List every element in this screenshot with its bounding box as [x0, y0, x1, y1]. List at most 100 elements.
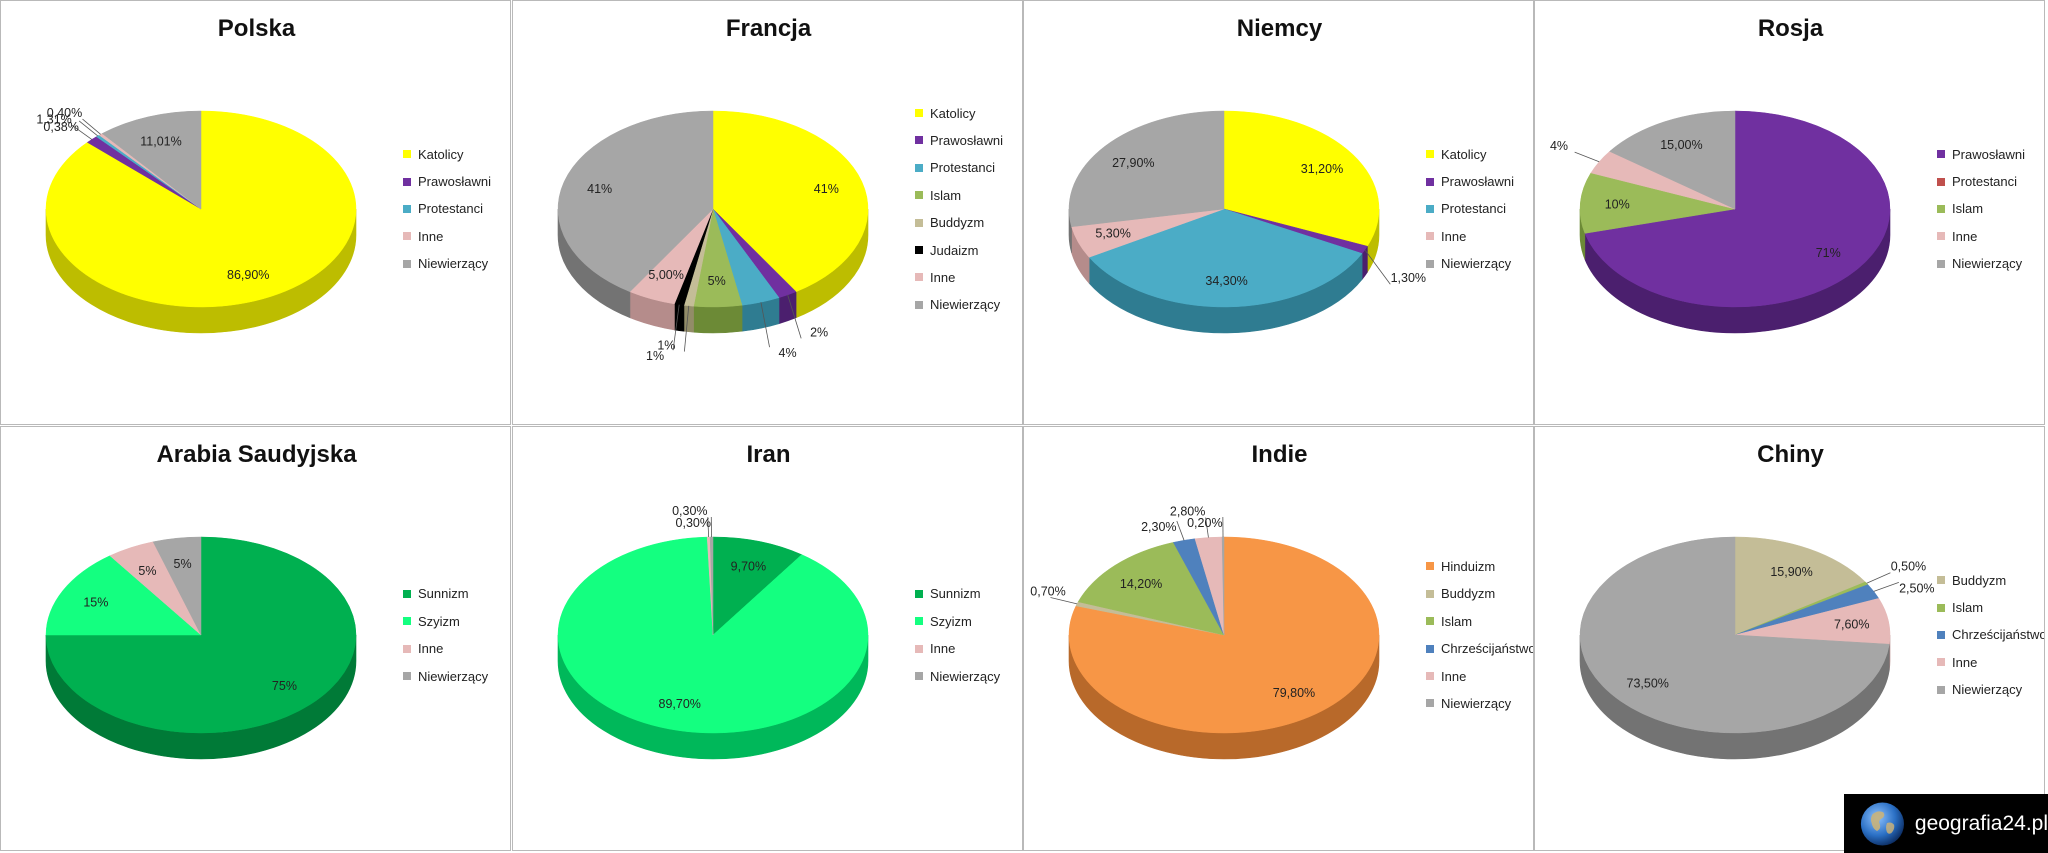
chart-legend: Katolicy Prawosławni Protestanci Inne Niewie…: [1426, 141, 1514, 278]
chart-title: Polska: [217, 15, 296, 42]
legend-item-prawoslawni: Prawosławni: [1937, 141, 2025, 168]
legend-item-katolicy: Katolicy: [1426, 141, 1514, 168]
legend-swatch: [403, 150, 411, 159]
legend-label: Inne: [418, 228, 444, 244]
data-label-inne: 4%: [1550, 139, 1568, 153]
legend-label: Szyizm: [418, 613, 460, 629]
data-label-szyizm: 89,70%: [659, 697, 701, 711]
legend-item-szyizm: Szyizm: [915, 608, 1000, 635]
data-label-prawoslawni: 2%: [810, 325, 828, 339]
legend-item-inne: Inne: [1426, 223, 1514, 250]
legend-label: Islam: [1952, 201, 1984, 217]
chart-legend: Buddyzm Islam Chrześcijaństwo Inne Niewierzą…: [1937, 567, 2045, 704]
legend-label: Islam: [1952, 600, 1984, 616]
legend-label: Chrześcijaństwo: [1441, 641, 1534, 657]
legend-swatch: [1937, 259, 1945, 268]
legend-label: Protestanci: [930, 160, 996, 176]
chart-title: Francja: [725, 15, 812, 42]
pie-slice-islam: [1077, 542, 1225, 636]
data-label-inne: 2,80%: [1170, 505, 1205, 519]
pie-slice-protestanci: [1088, 208, 1363, 308]
pie-slice-buddyzm: [1734, 536, 1866, 636]
legend-swatch: [1937, 603, 1945, 612]
legend-label: Katolicy: [930, 105, 976, 121]
legend-swatch: [915, 246, 923, 255]
legend-item-inne: Inne: [403, 223, 491, 250]
data-label-inne: 5,00%: [648, 268, 683, 282]
legend-item-niewierzacy: Niewierzący: [915, 291, 1003, 318]
brand-text: geografia24.pl: [1914, 811, 2048, 835]
data-label-buddyzm: 0,70%: [1030, 584, 1065, 598]
legend-item-sunnizm: Sunnizm: [915, 580, 1000, 607]
data-label-katolicy: 41%: [814, 182, 839, 196]
legend-label: Katolicy: [418, 146, 464, 162]
legend-label: Prawosławni: [1441, 174, 1514, 190]
chart-legend: Hinduizm Buddyzm Islam Chrześcijaństwo Inne N…: [1426, 553, 1534, 717]
label-leader-line: [707, 517, 710, 538]
legend-item-chrzescijanstwo: Chrześcijaństwo: [1937, 621, 2045, 648]
legend-swatch: [915, 644, 923, 653]
legend-label: Niewierzący: [1952, 682, 2023, 698]
legend-swatch: [403, 204, 411, 213]
pie-slice-niewierzacy: [1579, 536, 1890, 734]
legend-label: Protestanci: [418, 201, 484, 217]
globe-icon: [1860, 801, 1904, 846]
chart-legend: Katolicy Prawosławni Protestanci Inne Niewie…: [403, 141, 491, 278]
label-leader-line: [78, 120, 99, 137]
legend-item-prawoslawni: Prawosławni: [403, 168, 491, 195]
pie-slice-szyizm: [45, 555, 202, 636]
pie-slice-katolicy: [712, 110, 869, 293]
legend-swatch: [1937, 232, 1945, 241]
legend-swatch: [1426, 232, 1434, 241]
label-leader-line: [672, 304, 680, 351]
data-label-protestanci: 34,30%: [1205, 274, 1247, 288]
data-label-niewierzacy: 0,30%: [676, 516, 711, 530]
data-label-niewierzacy: 73,50%: [1627, 676, 1669, 690]
legend-item-sunnizm: Sunnizm: [403, 580, 488, 607]
legend-label: Niewierzący: [418, 668, 489, 684]
legend-swatch: [915, 617, 923, 626]
data-label-katolicy: 31,20%: [1301, 162, 1343, 176]
legend-swatch: [915, 218, 923, 227]
data-label-islam: 14,20%: [1120, 577, 1162, 591]
legend-swatch: [1426, 589, 1434, 598]
legend-label: Niewierzący: [418, 256, 489, 272]
legend-item-inne: Inne: [403, 635, 488, 662]
legend-label: Hinduizm: [1441, 558, 1496, 574]
data-label-inne: 5%: [138, 564, 156, 578]
legend-item-hinduizm: Hinduizm: [1426, 553, 1533, 580]
label-leader-line: [1873, 582, 1899, 592]
legend-swatch: [915, 273, 923, 282]
chart-legend: Prawosławni Protestanci Islam Inne Niewierzą…: [1937, 141, 2025, 278]
legend-label: Inne: [1952, 654, 1978, 670]
data-label-islam: 0,50%: [1891, 560, 1926, 574]
chart-panel-polska: Polska 86,90% 1,31% 0,38% 0,40% 11,01% Katolic…: [0, 0, 511, 425]
chart-legend: Sunnizm Szyizm Inne Niewierzący: [915, 580, 1000, 690]
label-leader-line: [82, 118, 101, 135]
data-label-inne: 0,30%: [672, 504, 707, 518]
label-leader-line: [1866, 572, 1891, 584]
data-label-protestanci: 0,38%: [43, 120, 78, 134]
legend-swatch: [1426, 644, 1434, 653]
legend-swatch: [1426, 204, 1434, 213]
legend-item-islam: Islam: [1937, 195, 2025, 222]
legend-label: Chrześcijaństwo: [1952, 627, 2045, 643]
legend-swatch: [403, 232, 411, 241]
legend-swatch: [1426, 672, 1434, 681]
legend-item-inne: Inne: [915, 635, 1000, 662]
data-label-katolicy: 86,90%: [227, 268, 269, 282]
data-label-prawoslawni: 71%: [1816, 246, 1841, 260]
label-leader-line: [787, 294, 802, 339]
legend-swatch: [403, 617, 411, 626]
legend-label: Niewierzący: [1441, 695, 1512, 711]
data-label-inne: 0,40%: [47, 106, 82, 120]
data-label-inne: 7,60%: [1834, 618, 1869, 632]
pie-slice-niewierzacy: [1221, 536, 1225, 636]
legend-swatch: [1937, 658, 1945, 667]
legend-swatch: [915, 191, 923, 200]
label-leader-line: [1050, 597, 1078, 605]
legend-item-prawoslawni: Prawosławni: [1426, 168, 1514, 195]
legend-item-islam: Islam: [1937, 594, 2044, 621]
pie-chart: 41% 2% 4% 5% 1%1% 5,00% 41%: [557, 110, 869, 363]
